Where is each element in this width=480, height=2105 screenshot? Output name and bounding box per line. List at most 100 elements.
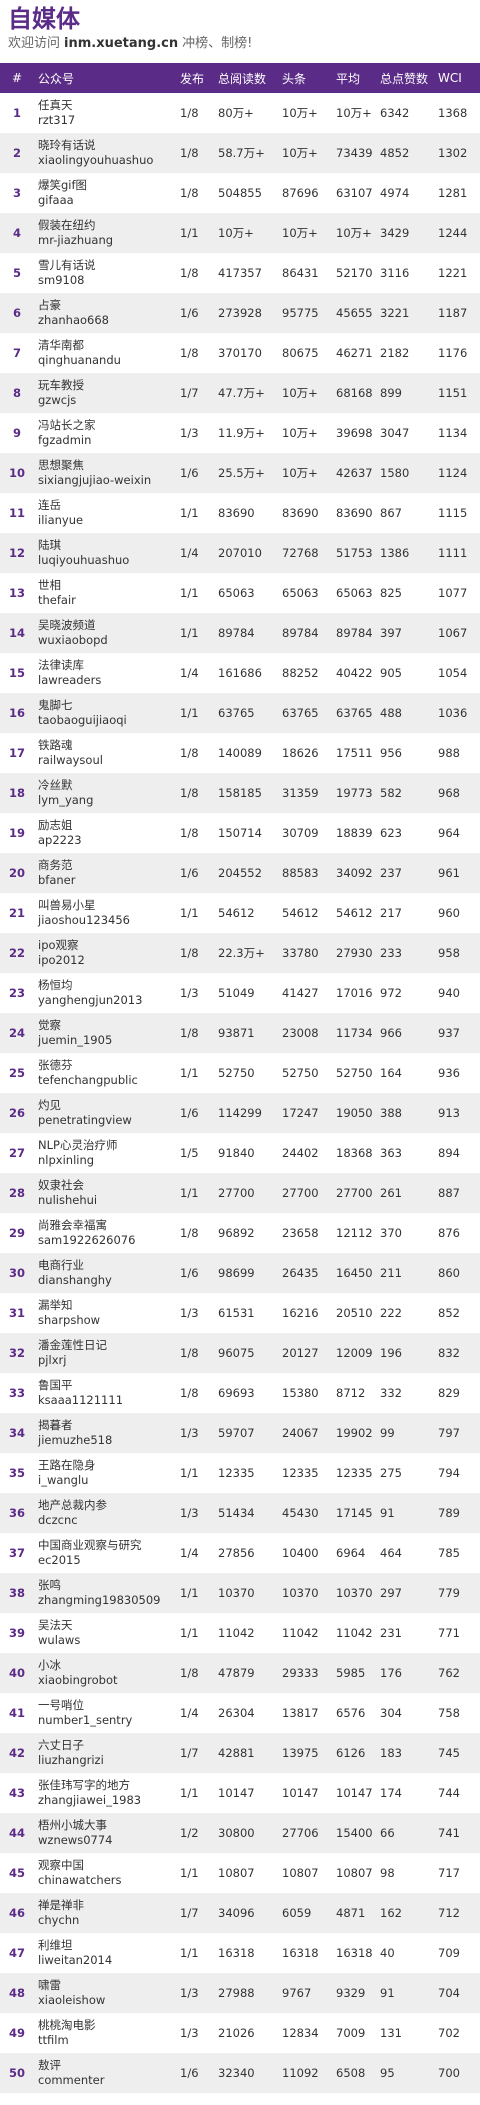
account-id: xiaoleishow	[38, 1993, 106, 2007]
cell: 42881	[214, 1733, 278, 1773]
table-row: 8 玩车教授 gzwcjs 1/7 47.7万+ 10万+ 68168 899 1151	[0, 373, 480, 413]
account-id: sm9108	[38, 273, 85, 287]
cell: 704	[434, 1973, 480, 2013]
cell: 1/7	[176, 373, 214, 413]
account: 世相 thefair	[34, 573, 176, 613]
cell: 12112	[332, 1213, 376, 1253]
table-row: 36 地产总裁内参 dczcnc 1/3 51434 45430 17145 91 789	[0, 1493, 480, 1533]
rank: 24	[0, 1013, 34, 1053]
account-name: 张德芬	[38, 1058, 73, 1072]
cell: 183	[376, 1733, 434, 1773]
cell: 34092	[332, 853, 376, 893]
table-row: 22 ipo观察 ipo2012 1/8 22.3万+ 33780 27930 233 958	[0, 933, 480, 973]
cell: 19050	[332, 1093, 376, 1133]
cell: 1111	[434, 533, 480, 573]
cell: 46271	[332, 333, 376, 373]
cell: 275	[376, 1453, 434, 1493]
title: 自媒体	[8, 5, 80, 33]
table-row: 46 禅是禅非 chychn 1/7 34096 6059 4871 162 712	[0, 1893, 480, 1933]
rank: 41	[0, 1693, 34, 1733]
rank: 28	[0, 1173, 34, 1213]
cell: 89784	[214, 613, 278, 653]
account-id: juemin_1905	[38, 1033, 113, 1047]
cell: 15400	[332, 1813, 376, 1853]
cell: 88583	[278, 853, 332, 893]
cell: 1134	[434, 413, 480, 453]
welcome: 欢迎访问	[8, 36, 61, 51]
account-name: 尚雅会幸福寓	[38, 1218, 107, 1232]
table-row: 50 敖评 commenter 1/6 32340 11092 6508 95 700	[0, 2053, 480, 2093]
cell: 370	[376, 1213, 434, 1253]
account: 潘金莲性日记 pjlxrj	[34, 1333, 176, 1373]
cell: 744	[434, 1773, 480, 1813]
cell: 91	[376, 1973, 434, 2013]
account-name: 啸雷	[38, 1978, 61, 1992]
cell: 1/1	[176, 1613, 214, 1653]
cell: 83690	[214, 493, 278, 533]
cell: 1151	[434, 373, 480, 413]
account-id: wznews0774	[38, 1833, 113, 1847]
cell: 712	[434, 1893, 480, 1933]
cell: 779	[434, 1573, 480, 1613]
cell: 1/8	[176, 1333, 214, 1373]
cell: 13817	[278, 1693, 332, 1733]
column-header: 头条	[278, 63, 332, 93]
cell: 58.7万+	[214, 133, 278, 173]
account-name: 爆笑gif图	[38, 178, 88, 192]
cell: 10400	[278, 1533, 332, 1573]
table-row: 40 小冰 xiaobingrobot 1/8 47879 29333 5985 176 762	[0, 1653, 480, 1693]
account-name: 张佳玮写字的地方	[38, 1778, 130, 1792]
cell: 1/8	[176, 1013, 214, 1053]
table-row: 41 一号哨位 number1_sentry 1/4 26304 13817 6576 304…	[0, 1693, 480, 1733]
site-link[interactable]: inm.xuetang.cn	[64, 36, 179, 51]
cell: 1/8	[176, 333, 214, 373]
account-id: yanghengjun2013	[38, 993, 143, 1007]
rank: 35	[0, 1453, 34, 1493]
account-id: nlpxinling	[38, 1153, 95, 1167]
account-name: 任真天	[38, 98, 73, 112]
rank: 25	[0, 1053, 34, 1093]
cell: 24402	[278, 1133, 332, 1173]
account-name: 陆琪	[38, 538, 61, 552]
account-name: 励志姐	[38, 818, 73, 832]
cell: 1/1	[176, 893, 214, 933]
cell: 1/8	[176, 773, 214, 813]
cell: 1/1	[176, 493, 214, 533]
account-id: liuzhangrizi	[38, 1753, 104, 1767]
cell: 52750	[278, 1053, 332, 1093]
cell: 702	[434, 2013, 480, 2053]
cell: 972	[376, 973, 434, 1013]
column-header: 公众号	[34, 63, 176, 93]
cell: 91	[376, 1493, 434, 1533]
account-id: sharpshow	[38, 1313, 101, 1327]
cell: 940	[434, 973, 480, 1013]
cell: 1/8	[176, 733, 214, 773]
cell: 89784	[278, 613, 332, 653]
cell: 63765	[214, 693, 278, 733]
header-row: # 公众号 发布 总阅读数 头条 平均 总点赞数 WCI	[0, 63, 480, 93]
rank: 17	[0, 733, 34, 773]
cell: 370170	[214, 333, 278, 373]
account-name: 冯站长之家	[38, 418, 96, 432]
account: 啸雷 xiaoleishow	[34, 1973, 176, 2013]
cell: 42637	[332, 453, 376, 493]
cell: 21026	[214, 2013, 278, 2053]
cell: 51049	[214, 973, 278, 1013]
cell: 59707	[214, 1413, 278, 1453]
cell: 397	[376, 613, 434, 653]
cell: 68168	[332, 373, 376, 413]
account: 占豪 zhanhao668	[34, 293, 176, 333]
cell: 72768	[278, 533, 332, 573]
cell: 1/7	[176, 1733, 214, 1773]
account: 爆笑gif图 gifaaa	[34, 173, 176, 213]
cell: 1/1	[176, 213, 214, 253]
account-name: ipo观察	[38, 938, 79, 952]
account-id: ilianyue	[38, 513, 84, 527]
cell: 332	[376, 1373, 434, 1413]
cell: 11042	[214, 1613, 278, 1653]
cell: 47.7万+	[214, 373, 278, 413]
rank: 15	[0, 653, 34, 693]
cell: 1/1	[176, 1453, 214, 1493]
cell: 762	[434, 1653, 480, 1693]
account-id: jiemuzhe518	[38, 1433, 113, 1447]
